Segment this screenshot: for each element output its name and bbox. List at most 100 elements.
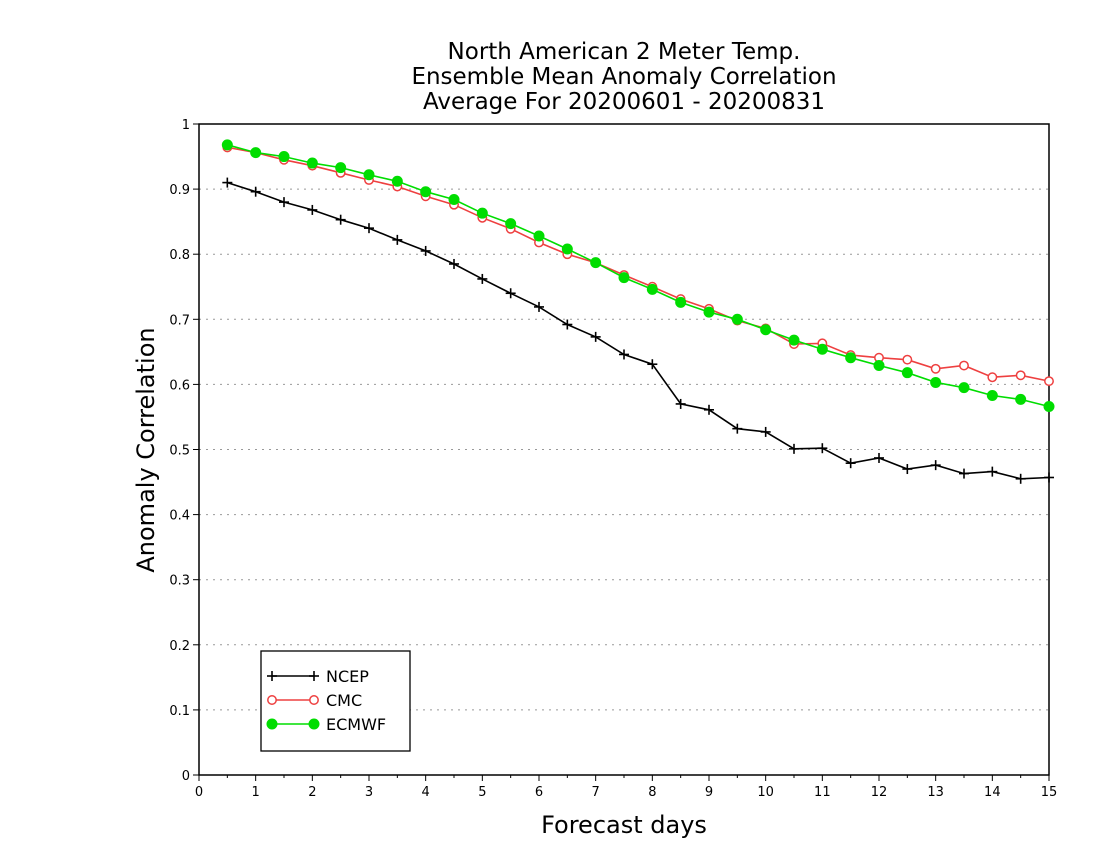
legend-item-cmc: CMC (267, 691, 362, 710)
y-tick-label: 0.3 (169, 574, 190, 589)
legend-label: NCEP (326, 667, 369, 686)
data-point-ecmwf (930, 376, 942, 388)
y-tick-label: 1 (182, 118, 190, 133)
data-point-ecmwf (363, 169, 375, 181)
y-tick-label: 0.8 (169, 248, 190, 263)
x-tick-label: 12 (871, 785, 888, 800)
data-point-ecmwf (816, 343, 828, 355)
data-point-ncep (675, 398, 686, 409)
legend-marker (309, 695, 319, 705)
data-point-ecmwf (278, 151, 290, 163)
data-point-cmc (959, 360, 969, 371)
series-ecmwf (221, 139, 1055, 413)
data-point-ncep (505, 288, 516, 299)
data-point-ecmwf (590, 257, 602, 269)
legend-marker (266, 718, 278, 730)
data-point-ncep (789, 443, 799, 454)
legend-marker (308, 718, 320, 730)
series-line-ecmwf (227, 144, 1050, 408)
chart-title-line: Average For 20200601 - 20200831 (423, 89, 825, 115)
data-point-ncep (930, 460, 941, 471)
data-point-ecmwf (845, 352, 857, 364)
data-point-ncep (392, 234, 403, 245)
legend-label: CMC (326, 691, 362, 710)
data-point-ncep (364, 223, 374, 234)
y-tick-label: 0 (182, 769, 190, 784)
legend-item-ecmwf: ECMWF (266, 715, 386, 734)
y-tick-label: 0.5 (169, 444, 190, 459)
data-point-ecmwf (533, 230, 545, 242)
x-tick-label: 15 (1041, 785, 1058, 800)
data-point-ncep (874, 452, 884, 463)
data-point-ecmwf (618, 272, 630, 284)
data-point-ecmwf (221, 139, 233, 151)
chart-title-line: North American 2 Meter Temp. (448, 39, 801, 65)
data-point-ecmwf (958, 382, 970, 394)
data-point-ncep (987, 466, 998, 477)
data-point-ecmwf (873, 360, 885, 372)
y-tick-label: 0.6 (169, 378, 190, 393)
legend-marker (267, 695, 277, 705)
data-point-ncep (817, 443, 828, 454)
legend-marker (267, 671, 277, 681)
data-point-ncep (250, 186, 261, 197)
data-point-ncep (590, 331, 601, 342)
data-point-ecmwf (561, 243, 573, 255)
series-ncep (222, 177, 1054, 484)
data-point-cmc (1044, 376, 1054, 387)
x-axis-ticks: 0 1 2 3 4 5 6 7 8 9 10 11 12 13 14 15 (195, 775, 1057, 800)
series-line-ncep (227, 181, 1050, 480)
series-cmc (222, 142, 1054, 387)
data-point-ecmwf (1015, 393, 1027, 405)
data-point-ncep (1015, 473, 1026, 484)
x-tick-label: 9 (705, 785, 713, 800)
data-point-ecmwf (505, 218, 517, 230)
data-point-ecmwf (731, 313, 743, 325)
x-tick-label: 6 (535, 785, 543, 800)
data-point-ncep (534, 301, 544, 312)
x-tick-label: 1 (252, 785, 260, 800)
x-tick-label: 4 (422, 785, 430, 800)
data-point-ecmwf (448, 194, 460, 206)
x-tick-label: 0 (195, 785, 203, 800)
y-tick-label: 0.2 (169, 639, 190, 654)
data-point-ncep (732, 423, 743, 434)
x-tick-label: 13 (927, 785, 944, 800)
data-point-ecmwf (250, 147, 262, 159)
data-point-ncep (477, 273, 488, 284)
data-point-ecmwf (306, 157, 318, 169)
data-point-cmc (987, 372, 998, 383)
data-point-ecmwf (703, 306, 715, 318)
data-point-ecmwf (335, 162, 347, 174)
data-point-ecmwf (1043, 401, 1055, 413)
data-point-ncep (1044, 472, 1054, 483)
data-point-ecmwf (675, 296, 687, 308)
x-tick-label: 3 (365, 785, 373, 800)
x-tick-label: 8 (648, 785, 656, 800)
y-tick-label: 0.1 (169, 704, 190, 719)
x-tick-label: 5 (478, 785, 486, 800)
x-tick-label: 10 (757, 785, 774, 800)
y-axis-label: Anomaly Correlation (132, 327, 160, 572)
y-tick-label: 0.4 (169, 509, 190, 524)
data-point-ecmwf (646, 283, 658, 295)
data-point-ecmwf (420, 186, 432, 198)
y-tick-label: 0.9 (169, 183, 190, 198)
data-point-ncep (562, 319, 573, 330)
data-point-ncep (845, 458, 856, 469)
x-tick-label: 2 (308, 785, 316, 800)
data-point-ncep (420, 245, 431, 256)
gridlines (199, 188, 1049, 711)
data-point-ecmwf (986, 389, 998, 401)
data-point-cmc (1015, 370, 1026, 381)
data-series (221, 139, 1055, 484)
data-point-ncep (222, 177, 233, 188)
data-point-ncep (619, 349, 629, 360)
legend: NCEP CMC ECMWF (260, 650, 411, 752)
data-point-ncep (335, 214, 346, 225)
data-point-ncep (307, 204, 318, 215)
legend-marker (309, 671, 319, 681)
data-point-ecmwf (391, 175, 403, 187)
data-point-ecmwf (788, 334, 800, 346)
